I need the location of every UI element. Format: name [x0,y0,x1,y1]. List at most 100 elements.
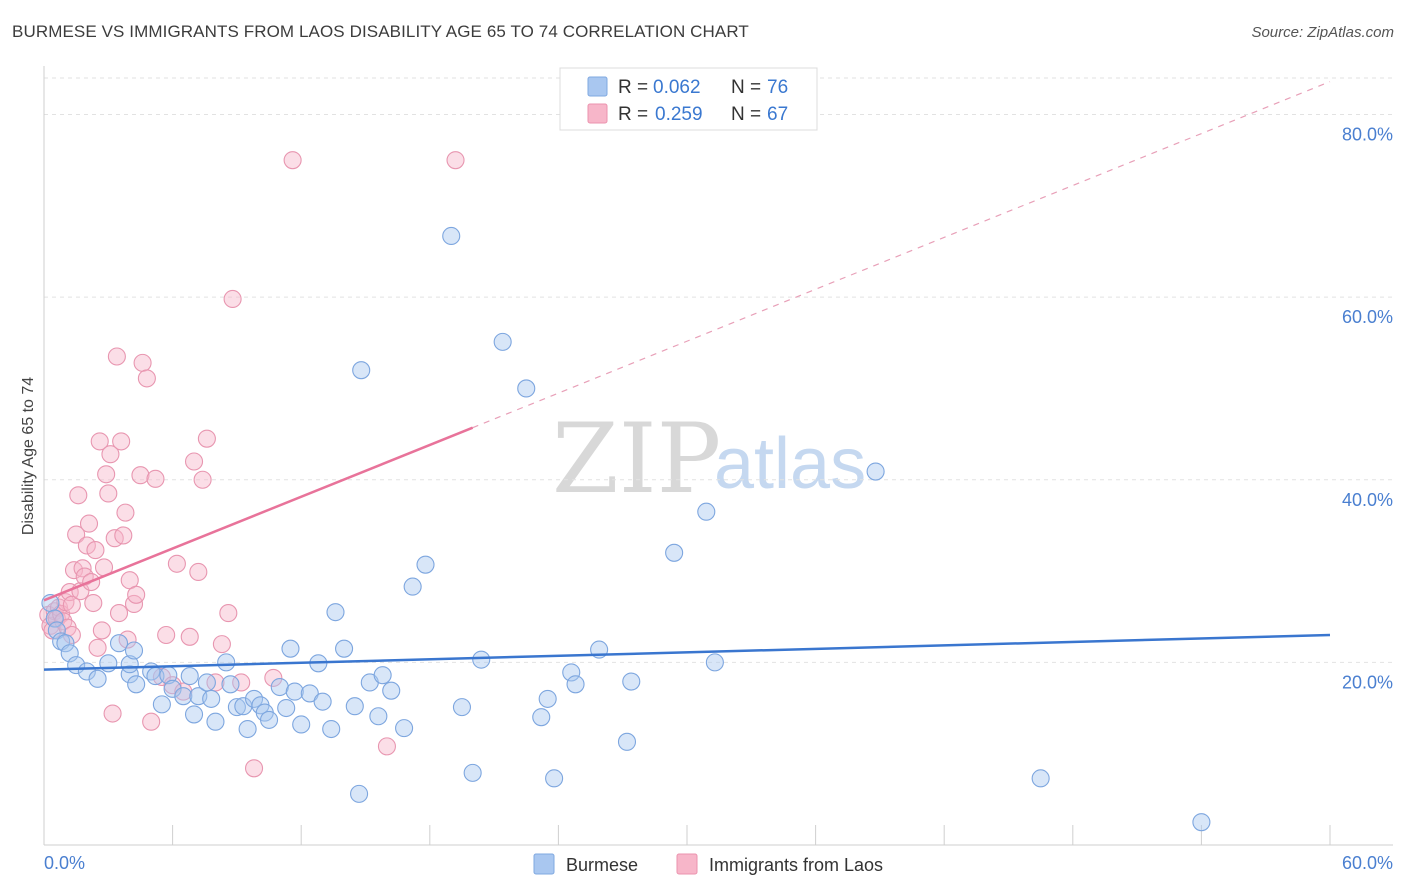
burmese-point [45,609,64,628]
laos-point [189,562,208,582]
burmese-point [350,784,369,803]
legend-r-label-2: R = [618,104,648,125]
burmese-point [472,650,491,669]
burmese-point [174,687,193,706]
burmese-point [532,708,551,727]
burmese-point [335,639,354,658]
burmese-point [221,675,240,694]
laos-point [112,432,131,451]
burmese-point [238,719,257,739]
y-tick-label: 20.0% [1342,672,1393,692]
burmese-point [217,653,236,672]
burmese-point [244,689,264,708]
burmese-point [705,653,724,672]
laos-point [79,514,99,533]
burmese-point [163,679,182,698]
chart-title: BURMESE VS IMMIGRANTS FROM LAOS DISABILI… [12,22,749,41]
y-tick-labels: 20.0% 40.0% 60.0% 80.0% [1342,125,1393,693]
burmese-point [292,715,311,734]
burmese-point [382,681,401,700]
burmese-point [493,332,512,351]
laos-point [97,465,116,484]
burmese-point [120,665,139,684]
burmese-point [270,677,289,697]
burmese-point [517,379,536,398]
burmese-point [866,462,885,481]
burmese-point [463,763,482,782]
laos-point [84,593,103,613]
bottom-legend-swatch-burmese [533,853,555,875]
burmese-trend-line [43,633,1331,671]
burmese-point [322,719,341,739]
legend-r-value-2: 0.259 [655,104,703,125]
laos-point [157,625,176,645]
burmese-point [184,705,204,724]
burmese-point [1192,813,1211,832]
burmese-point [300,684,319,703]
burmese-point [109,634,129,653]
legend-n-label-2: N = [731,104,761,125]
laos-point [88,638,107,657]
laos-point [103,704,122,723]
burmese-point [152,695,171,714]
legend-r-label-1: R = [618,77,648,98]
laos-point [114,526,133,545]
burmese-point [395,719,414,738]
laos-point [107,347,126,366]
burmese-point [326,603,345,622]
y-tick-label: 80.0% [1342,125,1393,145]
laos-point [184,452,204,471]
y-tick-label: 60.0% [1342,307,1393,327]
laos-trend-extension [472,81,1331,429]
trend-lines [43,81,1331,671]
laos-point [67,525,86,544]
laos-point [116,503,135,522]
laos-point [142,712,161,731]
burmese-point [285,682,304,701]
burmese-point [88,669,107,688]
laos-point [131,466,150,485]
legend-r-value-1: 0.062 [653,77,701,98]
laos-point [77,536,96,555]
laos-point [244,759,264,778]
legend-n-label-1: N = [731,77,761,98]
laos-point [264,668,283,687]
burmese-point [124,641,144,660]
laos-point [446,151,465,170]
burmese-point [403,577,422,596]
burmese-point [227,698,246,717]
laos-point [99,484,118,503]
laos-point [167,554,186,573]
y-tick-label: 40.0% [1342,490,1393,510]
laos-point [197,429,216,448]
series-legend: Burmese Immigrants from Laos [533,853,883,875]
bottom-legend-label-burmese: Burmese [566,855,638,875]
laos-point [92,621,111,640]
burmese-point [277,698,296,718]
burmese-points [41,226,1211,832]
watermark-zip: ZIP [552,403,721,515]
legend-n-value-2: 67 [767,104,788,125]
x-tick-label-max: 60.0% [1342,853,1393,873]
laos-point [101,445,120,464]
laos-point [223,289,242,309]
laos-point [174,682,193,701]
laos-point [133,353,152,372]
laos-trend-line [43,426,474,602]
burmese-point [617,732,637,751]
burmese-point [56,634,75,653]
burmese-point [345,697,364,716]
burmese-point [369,707,388,726]
laos-point [377,737,396,756]
gridlines [44,77,1393,663]
burmese-point [416,555,435,574]
laos-point [137,369,156,388]
burmese-point [47,621,66,640]
burmese-point [206,712,225,731]
burmese-point [313,692,332,711]
burmese-point [566,675,585,694]
burmese-point [259,710,279,729]
laos-point [90,432,109,451]
laos-point [212,635,231,654]
